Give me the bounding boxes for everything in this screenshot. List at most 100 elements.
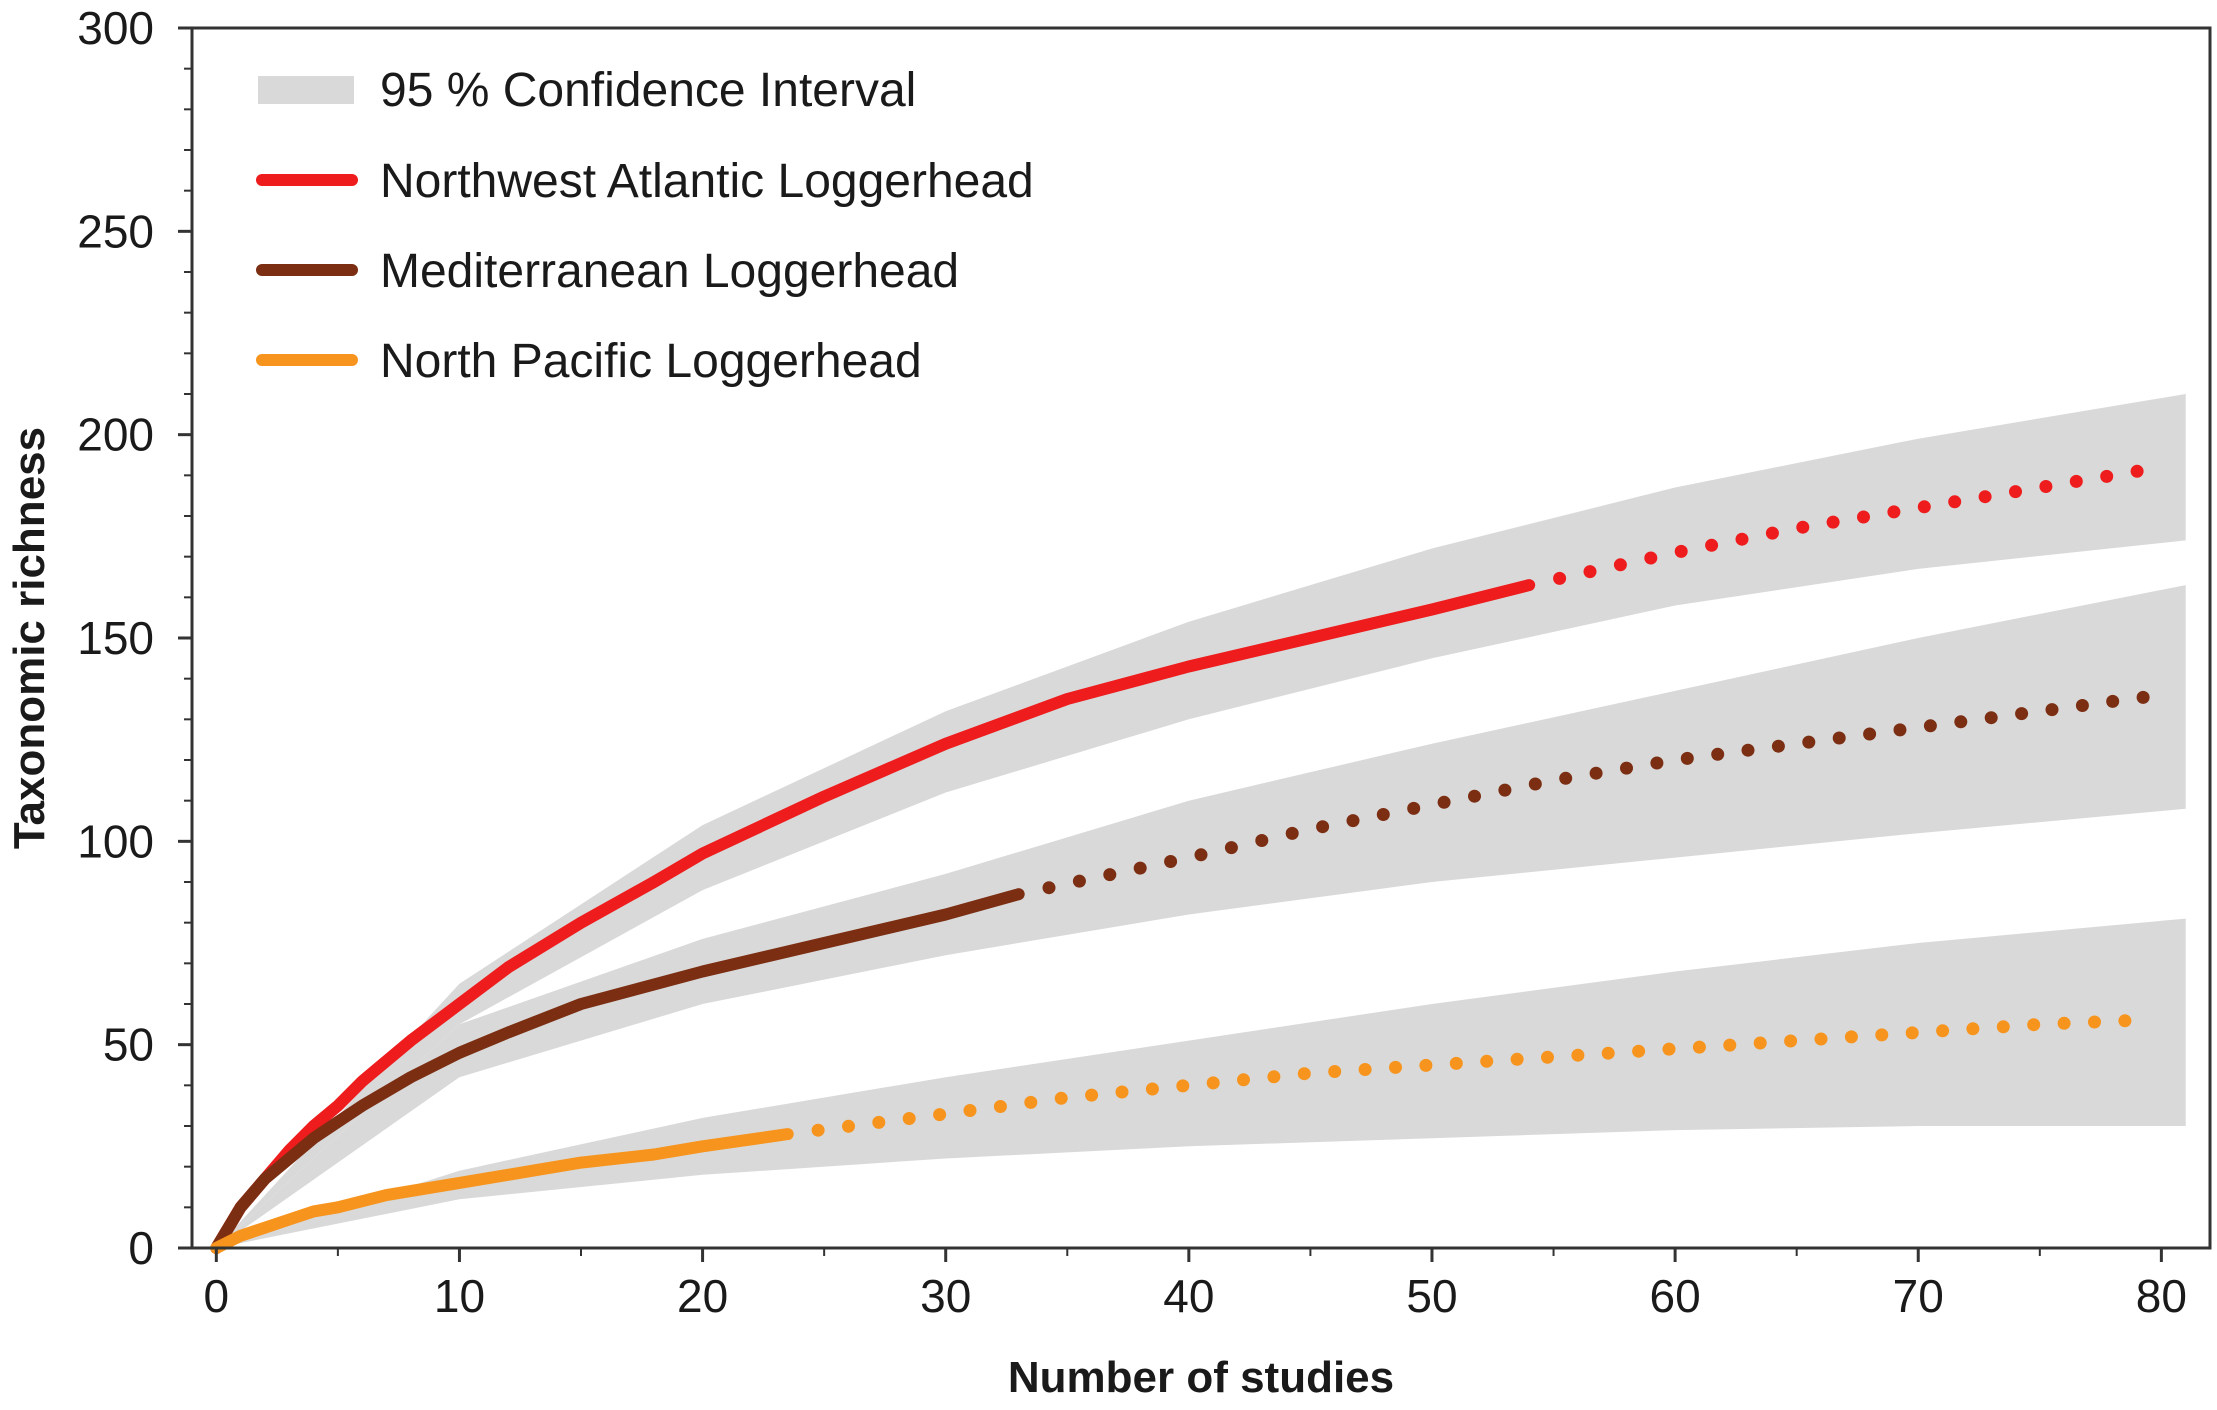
- y-tick-label: 150: [77, 612, 154, 664]
- extrapolation-point-north-pacific-loggerhead: [1632, 1044, 1646, 1058]
- legend-label-north-pacific: North Pacific Loggerhead: [380, 335, 922, 388]
- extrapolation-point-northwest-atlantic-loggerhead: [1857, 510, 1870, 524]
- extrapolation-point-north-pacific-loggerhead: [2057, 1016, 2071, 1030]
- extrapolation-point-mediterranean-loggerhead: [1103, 868, 1117, 882]
- extrapolation-point-mediterranean-loggerhead: [1589, 766, 1603, 780]
- extrapolation-point-north-pacific-loggerhead: [1814, 1032, 1828, 1046]
- extrapolation-point-mediterranean-loggerhead: [1498, 783, 1512, 797]
- extrapolation-point-northwest-atlantic-loggerhead: [1765, 526, 1779, 540]
- extrapolation-point-northwest-atlantic-loggerhead: [1917, 500, 1931, 514]
- extrapolation-point-northwest-atlantic-loggerhead: [1674, 544, 1688, 558]
- extrapolation-point-north-pacific-loggerhead: [1784, 1034, 1798, 1048]
- ci-band-mediterranean-loggerhead: [216, 585, 2186, 1248]
- extrapolation-point-mediterranean-loggerhead: [2015, 707, 2029, 721]
- extrapolation-point-north-pacific-loggerhead: [1389, 1060, 1402, 1074]
- extrapolation-point-mediterranean-loggerhead: [1711, 747, 1725, 761]
- extrapolation-point-north-pacific-loggerhead: [2027, 1018, 2041, 1032]
- y-tick-label: 300: [77, 2, 154, 54]
- extrapolation-point-mediterranean-loggerhead: [1316, 820, 1330, 834]
- extrapolation-point-northwest-atlantic-loggerhead: [1735, 532, 1749, 546]
- x-axis-title: Number of studies: [1008, 1353, 1394, 1402]
- extrapolation-point-mediterranean-loggerhead: [1893, 723, 1907, 737]
- legend-ci-swatch: [258, 76, 354, 104]
- extrapolation-point-north-pacific-loggerhead: [1936, 1024, 1950, 1038]
- extrapolation-point-mediterranean-loggerhead: [1164, 855, 1178, 868]
- y-tick-label: 100: [77, 815, 154, 867]
- extrapolation-point-north-pacific-loggerhead: [811, 1123, 825, 1137]
- tick-layer: 0 10 20 30 40 50 60 70 80 0 50 100 150 200 250 300: [77, 2, 2187, 1322]
- extrapolation-point-north-pacific-loggerhead: [1358, 1063, 1372, 1076]
- x-tick-label: 80: [2136, 1270, 2187, 1322]
- extrapolation-point-mediterranean-loggerhead: [1346, 814, 1360, 828]
- extrapolation-point-northwest-atlantic-loggerhead: [1887, 505, 1901, 519]
- extrapolation-point-mediterranean-loggerhead: [1559, 771, 1573, 785]
- extrapolation-point-mediterranean-loggerhead: [2136, 690, 2150, 704]
- extrapolation-point-northwest-atlantic-loggerhead: [1644, 551, 1658, 565]
- extrapolation-point-north-pacific-loggerhead: [842, 1119, 855, 1133]
- extrapolation-point-north-pacific-loggerhead: [1206, 1076, 1220, 1090]
- extrapolation-point-north-pacific-loggerhead: [872, 1115, 886, 1129]
- extrapolation-point-north-pacific-loggerhead: [1966, 1022, 1980, 1036]
- x-tick-label: 50: [1406, 1270, 1457, 1322]
- extrapolation-point-north-pacific-loggerhead: [1510, 1052, 1524, 1066]
- extrapolation-point-north-pacific-loggerhead: [1541, 1050, 1554, 1064]
- extrapolation-point-northwest-atlantic-loggerhead: [2009, 485, 2022, 499]
- y-tick-label: 0: [128, 1222, 154, 1274]
- extrapolation-point-mediterranean-loggerhead: [1954, 715, 1968, 729]
- extrapolation-point-north-pacific-loggerhead: [1115, 1085, 1129, 1099]
- y-tick-label: 250: [77, 205, 154, 257]
- series-mediterranean-loggerhead: [210, 690, 2150, 1254]
- extrapolation-point-mediterranean-loggerhead: [1468, 789, 1481, 803]
- y-axis-title: Taxonomic richness: [5, 427, 54, 849]
- legend-label-northwest-atlantic: Northwest Atlantic Loggerhead: [380, 155, 1034, 208]
- extrapolation-point-mediterranean-loggerhead: [1771, 739, 1785, 753]
- extrapolation-point-mediterranean-loggerhead: [1832, 731, 1846, 745]
- extrapolation-point-north-pacific-loggerhead: [2118, 1014, 2132, 1028]
- extrapolation-point-north-pacific-loggerhead: [1267, 1070, 1281, 1084]
- extrapolation-point-north-pacific-loggerhead: [1449, 1056, 1463, 1070]
- ci-band-north-pacific-loggerhead: [216, 918, 2186, 1248]
- legend-label-mediterranean: Mediterranean Loggerhead: [380, 245, 959, 298]
- extrapolation-point-north-pacific-loggerhead: [1328, 1065, 1342, 1078]
- extrapolation-point-mediterranean-loggerhead: [1042, 881, 1056, 895]
- extrapolation-point-northwest-atlantic-loggerhead: [1796, 520, 1810, 534]
- extrapolation-point-mediterranean-loggerhead: [1255, 834, 1269, 847]
- confidence-interval-layer: [216, 394, 2186, 1248]
- extrapolation-point-north-pacific-loggerhead: [902, 1112, 916, 1125]
- extrapolation-point-north-pacific-loggerhead: [1054, 1091, 1068, 1105]
- extrapolation-point-northwest-atlantic-loggerhead: [1826, 515, 1840, 529]
- extrapolation-point-north-pacific-loggerhead: [1571, 1048, 1585, 1062]
- extrapolation-point-north-pacific-loggerhead: [1297, 1067, 1311, 1081]
- extrapolation-point-northwest-atlantic-loggerhead: [2069, 474, 2083, 488]
- x-tick-label: 30: [920, 1270, 971, 1322]
- extrapolation-point-north-pacific-loggerhead: [1480, 1054, 1494, 1068]
- extrapolation-point-northwest-atlantic-loggerhead: [1583, 565, 1597, 579]
- extrapolation-point-north-pacific-loggerhead: [1601, 1046, 1615, 1060]
- extrapolation-point-north-pacific-loggerhead: [1237, 1073, 1250, 1087]
- extrapolation-point-mediterranean-loggerhead: [1072, 874, 1086, 888]
- extrapolation-point-mediterranean-loggerhead: [2045, 703, 2059, 717]
- extrapolation-point-north-pacific-loggerhead: [933, 1108, 947, 1122]
- extrapolation-point-north-pacific-loggerhead: [1085, 1088, 1099, 1102]
- line-observed-northwest-atlantic-loggerhead: [210, 579, 1536, 1254]
- extrapolation-point-mediterranean-loggerhead: [1650, 756, 1664, 770]
- extrapolation-point-mediterranean-loggerhead: [1407, 801, 1421, 815]
- x-tick-label: 60: [1650, 1270, 1701, 1322]
- x-tick-label: 0: [204, 1270, 230, 1322]
- extrapolation-point-north-pacific-loggerhead: [1692, 1040, 1706, 1054]
- extrapolation-point-mediterranean-loggerhead: [1224, 841, 1238, 855]
- extrapolation-point-northwest-atlantic-loggerhead: [2039, 480, 2053, 493]
- series-northwest-atlantic-loggerhead: [210, 464, 2144, 1254]
- extrapolation-point-mediterranean-loggerhead: [1863, 727, 1877, 741]
- extrapolation-point-northwest-atlantic-loggerhead: [2130, 464, 2144, 478]
- extrapolation-point-north-pacific-loggerhead: [1145, 1082, 1159, 1096]
- legend: 95 % Confidence Interval Northwest Atlan…: [256, 64, 1034, 388]
- extrapolation-point-north-pacific-loggerhead: [1753, 1036, 1767, 1050]
- extrapolation-point-north-pacific-loggerhead: [1723, 1038, 1737, 1052]
- extrapolation-point-mediterranean-loggerhead: [1437, 795, 1451, 809]
- extrapolation-point-northwest-atlantic-loggerhead: [1613, 558, 1627, 572]
- extrapolation-point-mediterranean-loggerhead: [1133, 861, 1147, 875]
- extrapolation-point-north-pacific-loggerhead: [1662, 1042, 1676, 1056]
